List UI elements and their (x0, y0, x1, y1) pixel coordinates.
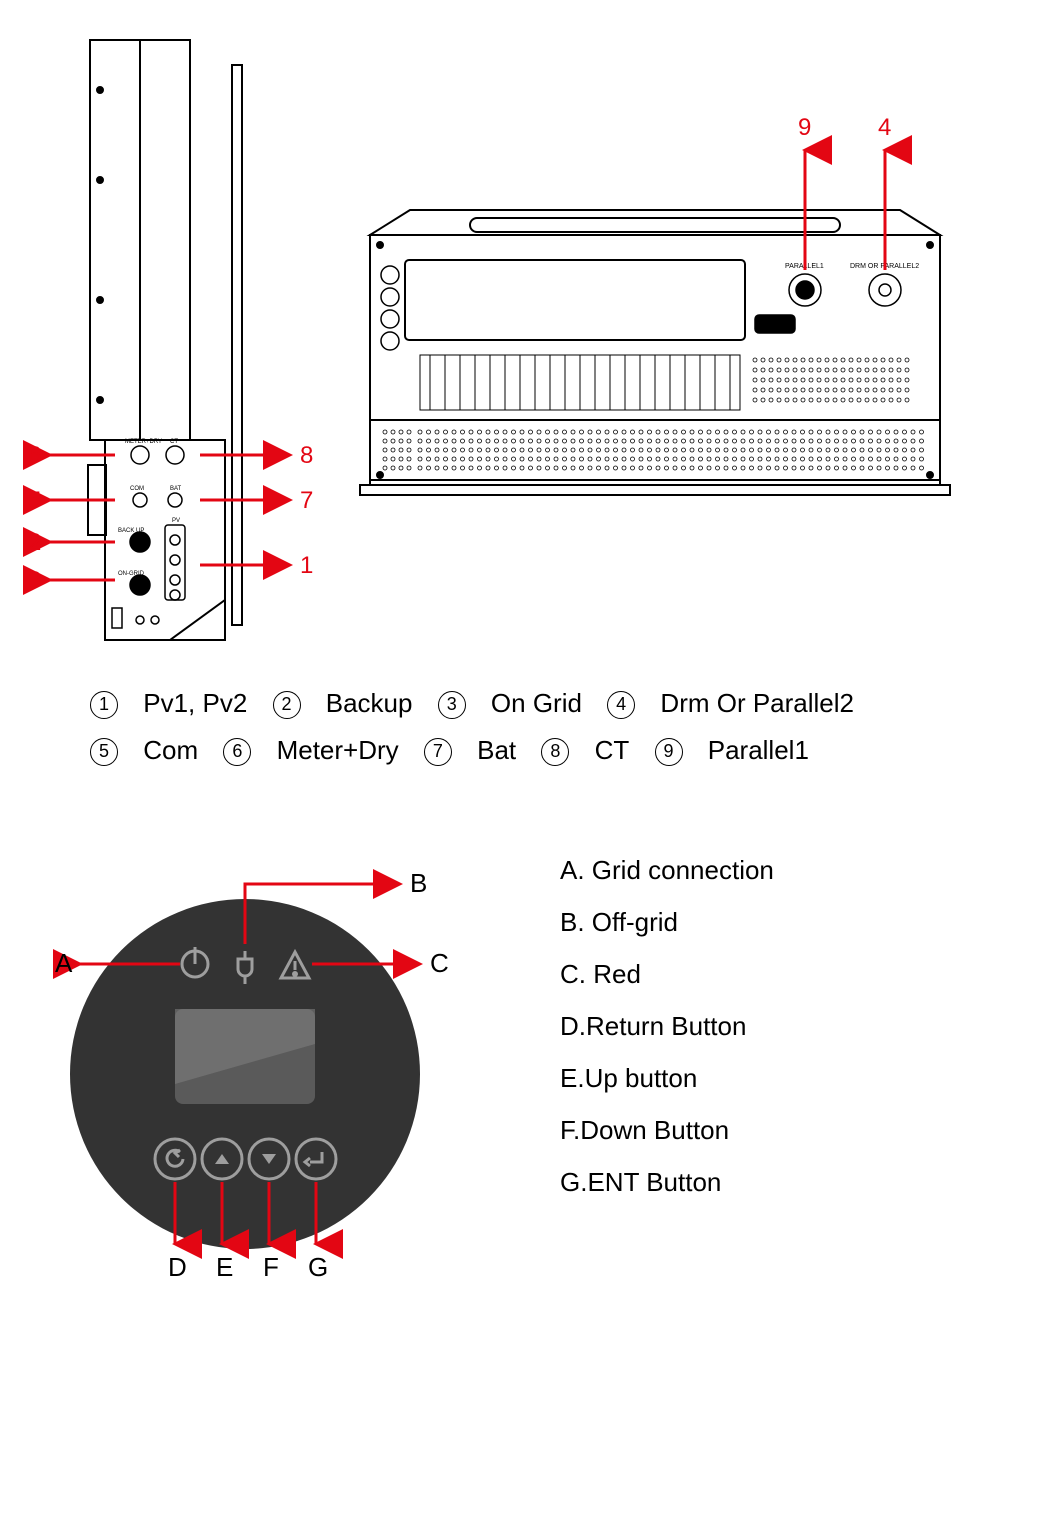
right-callouts: 8 7 1 (200, 442, 313, 579)
legend-item: B. Off-grid (560, 896, 774, 948)
top-callouts: 9 4 (798, 114, 891, 270)
top-diagram: METER+DRY CT COM BAT BACK UP ON-GRID PV … (0, 0, 1060, 670)
control-panel-diagram: A B C D E F G (0, 814, 560, 1294)
svg-text:7: 7 (300, 487, 313, 514)
svg-text:PV: PV (172, 518, 180, 524)
svg-text:D: D (168, 1252, 187, 1282)
svg-text:8: 8 (300, 442, 313, 469)
legend-item: F.Down Button (560, 1104, 774, 1156)
svg-text:4: 4 (878, 114, 891, 141)
number-legend: 1 Pv1, Pv2 2 Backup 3 On Grid 4 Drm Or P… (0, 670, 1060, 774)
side-view: METER+DRY CT COM BAT BACK UP ON-GRID PV (88, 40, 242, 640)
letters-legend: A. Grid connection B. Off-grid C. Red D.… (560, 814, 774, 1294)
svg-text:9: 9 (798, 114, 811, 141)
svg-text:ON-GRID: ON-GRID (118, 571, 145, 577)
svg-text:A: A (55, 948, 73, 978)
svg-text:CT: CT (170, 439, 178, 445)
legend-item: A. Grid connection (560, 844, 774, 896)
bottom-view: PARALLEL1 DRM OR PARALLEL2 (360, 210, 950, 495)
svg-text:2: 2 (28, 529, 41, 556)
svg-text:5: 5 (28, 487, 41, 514)
svg-text:F: F (263, 1252, 279, 1282)
svg-text:E: E (216, 1252, 233, 1282)
svg-text:3: 3 (28, 567, 41, 594)
svg-text:C: C (430, 948, 449, 978)
legend-item: E.Up button (560, 1052, 774, 1104)
svg-text:BAT: BAT (170, 486, 182, 492)
svg-text:1: 1 (300, 552, 313, 579)
legend-item: G.ENT Button (560, 1156, 774, 1208)
svg-text:6: 6 (28, 442, 41, 469)
legend-item: C. Red (560, 948, 774, 1000)
legend-item: D.Return Button (560, 1000, 774, 1052)
svg-text:METER+DRY: METER+DRY (125, 439, 162, 445)
svg-text:BACK UP: BACK UP (118, 528, 144, 534)
svg-text:B: B (410, 868, 427, 898)
svg-text:COM: COM (130, 486, 144, 492)
svg-text:G: G (308, 1252, 328, 1282)
